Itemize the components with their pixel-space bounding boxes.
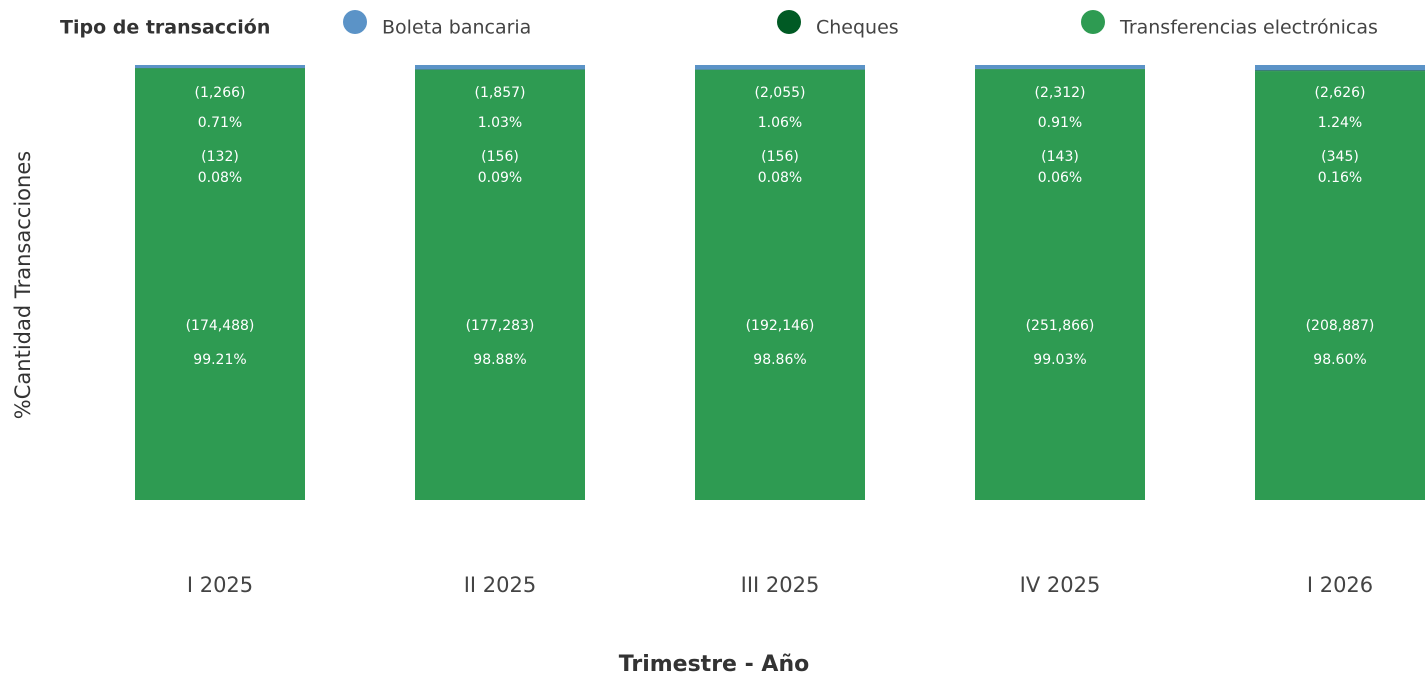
legend-label: Cheques: [816, 17, 899, 39]
value-label: 98.60%: [1313, 352, 1366, 368]
count-label: (345): [1321, 149, 1359, 165]
bar-segment: [415, 69, 585, 500]
x-tick-label: I 2025: [187, 573, 253, 597]
count-label: (2,312): [1034, 85, 1085, 101]
bar-segment: [975, 65, 1145, 69]
count-label: (1,266): [194, 85, 245, 101]
value-label: 0.06%: [1038, 170, 1082, 186]
x-tick-label: I 2026: [1307, 573, 1373, 597]
bar-segment: [695, 65, 865, 70]
count-label: (143): [1041, 149, 1079, 165]
legend-label: Transferencias electrónicas: [1119, 17, 1378, 39]
legend-marker: [343, 10, 367, 34]
count-label: (2,626): [1314, 85, 1365, 101]
value-label: 98.88%: [473, 352, 526, 368]
bar-segment: [695, 69, 865, 501]
count-label: (192,146): [746, 318, 815, 334]
value-label: 1.24%: [1318, 115, 1362, 131]
value-label: 0.09%: [478, 170, 522, 186]
legend-marker: [777, 10, 801, 34]
count-label: (177,283): [466, 318, 535, 334]
value-label: 0.71%: [198, 115, 242, 131]
y-axis-title: %Cantidad Transacciones: [11, 151, 35, 419]
count-label: (132): [201, 149, 239, 165]
legend-marker: [1081, 10, 1105, 34]
value-label: 99.21%: [193, 352, 246, 368]
x-tick-label: III 2025: [741, 573, 820, 597]
bar-segment: [415, 65, 585, 70]
count-label: (156): [481, 149, 519, 165]
count-label: (2,055): [754, 85, 805, 101]
bar-segment: [1255, 71, 1425, 500]
value-label: 0.16%: [1318, 170, 1362, 186]
value-label: 1.03%: [478, 115, 522, 131]
x-tick-label: IV 2025: [1020, 573, 1101, 597]
value-label: 99.03%: [1033, 352, 1086, 368]
bar-segment: [135, 68, 305, 501]
bar-segment: [975, 69, 1145, 501]
count-label: (208,887): [1306, 318, 1375, 334]
count-label: (156): [761, 149, 799, 165]
value-label: 0.91%: [1038, 115, 1082, 131]
count-label: (174,488): [186, 318, 255, 334]
value-label: 1.06%: [758, 115, 802, 131]
bar-segment: [1255, 70, 1425, 72]
value-label: 0.08%: [198, 170, 242, 186]
value-label: 0.08%: [758, 170, 802, 186]
legend-label: Boleta bancaria: [382, 17, 531, 39]
value-label: 98.86%: [753, 352, 806, 368]
bar-segment: [135, 65, 305, 69]
x-tick-label: II 2025: [464, 573, 537, 597]
bar-segment: [1255, 65, 1425, 71]
count-label: (251,866): [1026, 318, 1095, 334]
count-label: (1,857): [474, 85, 525, 101]
legend-title: Tipo de transacción: [60, 17, 270, 39]
x-axis-title: Trimestre - Año: [619, 652, 809, 677]
